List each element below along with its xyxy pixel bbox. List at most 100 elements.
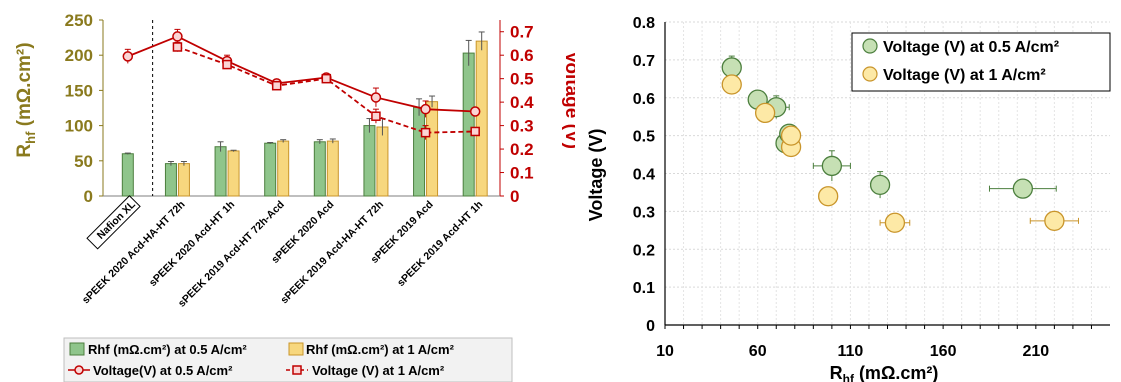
right-y-tick-label: 0.2 [510,140,534,159]
left-y-tick-label: 200 [65,46,93,65]
bar-rhf-high [475,40,488,197]
voltage-marker-high [470,126,480,137]
left-y-axis-title: Rhf (mΩ.cm²) [14,42,38,157]
right-y-tick-label: 0.1 [510,164,534,183]
right-x-axis-title-unit: (mΩ.cm²) [854,363,938,382]
right-y-tick-label: 0.7 [510,23,534,42]
category-label: Nafion XL [95,198,139,242]
scatter-x-tick-label: 60 [749,343,767,360]
bar-rhf-high [177,163,190,197]
left-y-tick-label: 0 [84,187,93,206]
bar-rhf-low [164,163,177,197]
left-legend-box [63,337,513,382]
bar-rhf-low [462,52,475,197]
voltage-marker-high [420,127,431,138]
right-plot-area: 0 0.1 0.2 0.3 0.4 0.5 0.6 0.7 0.8 10 60 110 160 210 [633,15,1110,360]
scatter-x-tick-label: 210 [1022,343,1049,360]
bar-rhf-high [426,101,439,197]
scatter-x-tick-label: 10 [656,343,674,360]
category-label: sPEEK 2019 Acd-HT 1h [395,199,485,289]
left-y-tick-label: 50 [74,152,93,171]
legend-swatch-rhf-high [288,342,304,356]
scatter-point-low [1012,178,1034,199]
scatter-point-high [1044,210,1065,231]
scatter-point-high [780,125,802,146]
right-y-axis-title: Voltage (V) [561,51,575,149]
right-y-tick-label: 0.4 [510,93,534,112]
left-legend: Rhf (mΩ.cm²) at 0.5 A/cm² Rhf (mΩ.cm²) a… [63,337,513,382]
bar-rhf-low [264,142,277,197]
scatter-point-low [821,155,843,177]
bar-rhf-high [326,140,339,197]
right-y-tick-label: 0.5 [510,70,534,89]
category-label: sPEEK 2019 Acd-HT 72h-Acd [176,199,287,310]
left-bar-line-chart: 0 50 100 150 200 250 0 0.1 0.2 0.3 0.4 0.5 0.6 0.7 Naf… [14,11,575,382]
right-scatter-chart: 0 0.1 0.2 0.3 0.4 0.5 0.6 0.7 0.8 10 60 110 160 210 R… [586,15,1111,382]
voltage-marker-high [172,42,183,52]
legend-label-volt-high: Voltage (V) at 1 A/cm² [312,363,445,378]
scatter-y-tick-label: 0.8 [633,15,655,32]
right-y-axis-title-scatter: Voltage (V) [586,129,606,222]
bar-rhf-low [413,106,426,197]
scatter-y-tick-label: 0 [646,318,655,335]
legend-label-rhf-low: Rhf (mΩ.cm²) at 0.5 A/cm² [88,342,247,357]
right-legend-box [851,32,1111,92]
scatter-y-tick-label: 0.1 [633,280,655,297]
bar-rhf-high [227,150,240,197]
voltage-marker-high [271,80,282,91]
voltage-marker-high [222,59,232,70]
scatter-y-tick-label: 0.5 [633,129,655,146]
scatter-point-low [721,57,742,78]
right-y-tick-label: 0.6 [510,46,534,65]
voltage-marker-low [172,31,183,42]
left-y-axis-title-sub: hf [23,131,38,144]
legend-swatch-rhf-low [69,342,85,356]
bar-rhf-low [214,146,227,197]
voltage-marker-low [370,92,382,103]
right-x-axis-title: Rhf (mΩ.cm²) [830,363,939,382]
scatter-x-tick-label: 110 [838,343,864,360]
left-y-tick-label: 100 [65,117,93,136]
voltage-line-low [127,35,476,113]
legend-marker-volt-high [292,365,302,375]
scatter-y-tick-label: 0.6 [633,91,655,108]
voltage-marker-low [122,51,134,62]
voltage-marker-high [371,111,381,121]
scatter-point-high [884,212,906,233]
right-legend: Voltage (V) at 0.5 A/cm² Voltage (V) at … [851,32,1111,92]
left-y-axis-title-unit: (mΩ.cm²) [14,42,35,131]
scatter-x-tick-label: 160 [930,343,957,360]
legend-label-rhf-high: Rhf (mΩ.cm²) at 1 A/cm² [306,342,455,357]
scatter-point-low [869,174,891,196]
category-label: sPEEK 2019 Acd-HA-HT 72h [278,199,386,307]
bar-rhf-low [313,141,326,197]
bar-rhf-high [376,126,389,197]
scatter-point-high [721,74,742,95]
right-y-tick-label: 0.3 [510,117,534,136]
voltage-marker-low [469,106,481,117]
bar-rhf-low [363,125,376,197]
legend-marker-volt-low [74,365,84,375]
legend-label-volt-low: Voltage(V) at 0.5 A/cm² [93,363,233,378]
left-y-axis-title-main: R [14,144,35,158]
voltage-marker-low [420,103,431,115]
voltage-marker-high [321,73,332,84]
category-label-box [86,195,141,250]
scatter-point-high [818,186,839,207]
left-plot-area: 0 50 100 150 200 250 0 0.1 0.2 0.3 0.4 0.5 0.6 0.7 Naf… [65,11,535,310]
scatter-y-tick-label: 0.2 [633,242,655,259]
bar-rhf-high [277,140,290,197]
right-x-axis-title-main: R [830,363,843,382]
category-label: sPEEK 2020 Acd-HT 1h [147,199,237,289]
scatter-y-tick-label: 0.3 [633,204,655,221]
right-legend-label-high: Voltage (V) at 1 A/cm² [883,67,1046,84]
scatter-y-tick-label: 0.7 [633,53,655,70]
left-y-tick-label: 150 [65,81,93,100]
right-legend-marker-high [862,66,878,82]
left-y-tick-label: 250 [65,11,93,30]
right-y-tick-label: 0 [510,187,519,206]
right-legend-label-low: Voltage (V) at 0.5 A/cm² [883,39,1059,56]
bar-rhf-low [121,153,134,197]
scatter-point-high [754,102,776,124]
right-legend-marker-low [862,38,878,54]
